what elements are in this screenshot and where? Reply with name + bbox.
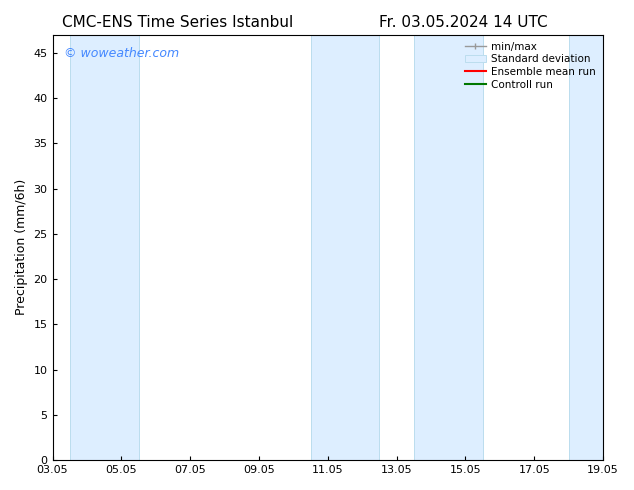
Text: CMC-ENS Time Series Istanbul: CMC-ENS Time Series Istanbul	[62, 15, 293, 30]
Bar	[311, 35, 380, 460]
Text: © woweather.com: © woweather.com	[63, 48, 179, 60]
Bar	[70, 35, 139, 460]
Bar	[414, 35, 482, 460]
Legend: min/max, Standard deviation, Ensemble mean run, Controll run: min/max, Standard deviation, Ensemble me…	[461, 38, 600, 94]
Text: Fr. 03.05.2024 14 UTC: Fr. 03.05.2024 14 UTC	[378, 15, 547, 30]
Bar	[569, 35, 620, 460]
Y-axis label: Precipitation (mm/6h): Precipitation (mm/6h)	[15, 179, 28, 316]
